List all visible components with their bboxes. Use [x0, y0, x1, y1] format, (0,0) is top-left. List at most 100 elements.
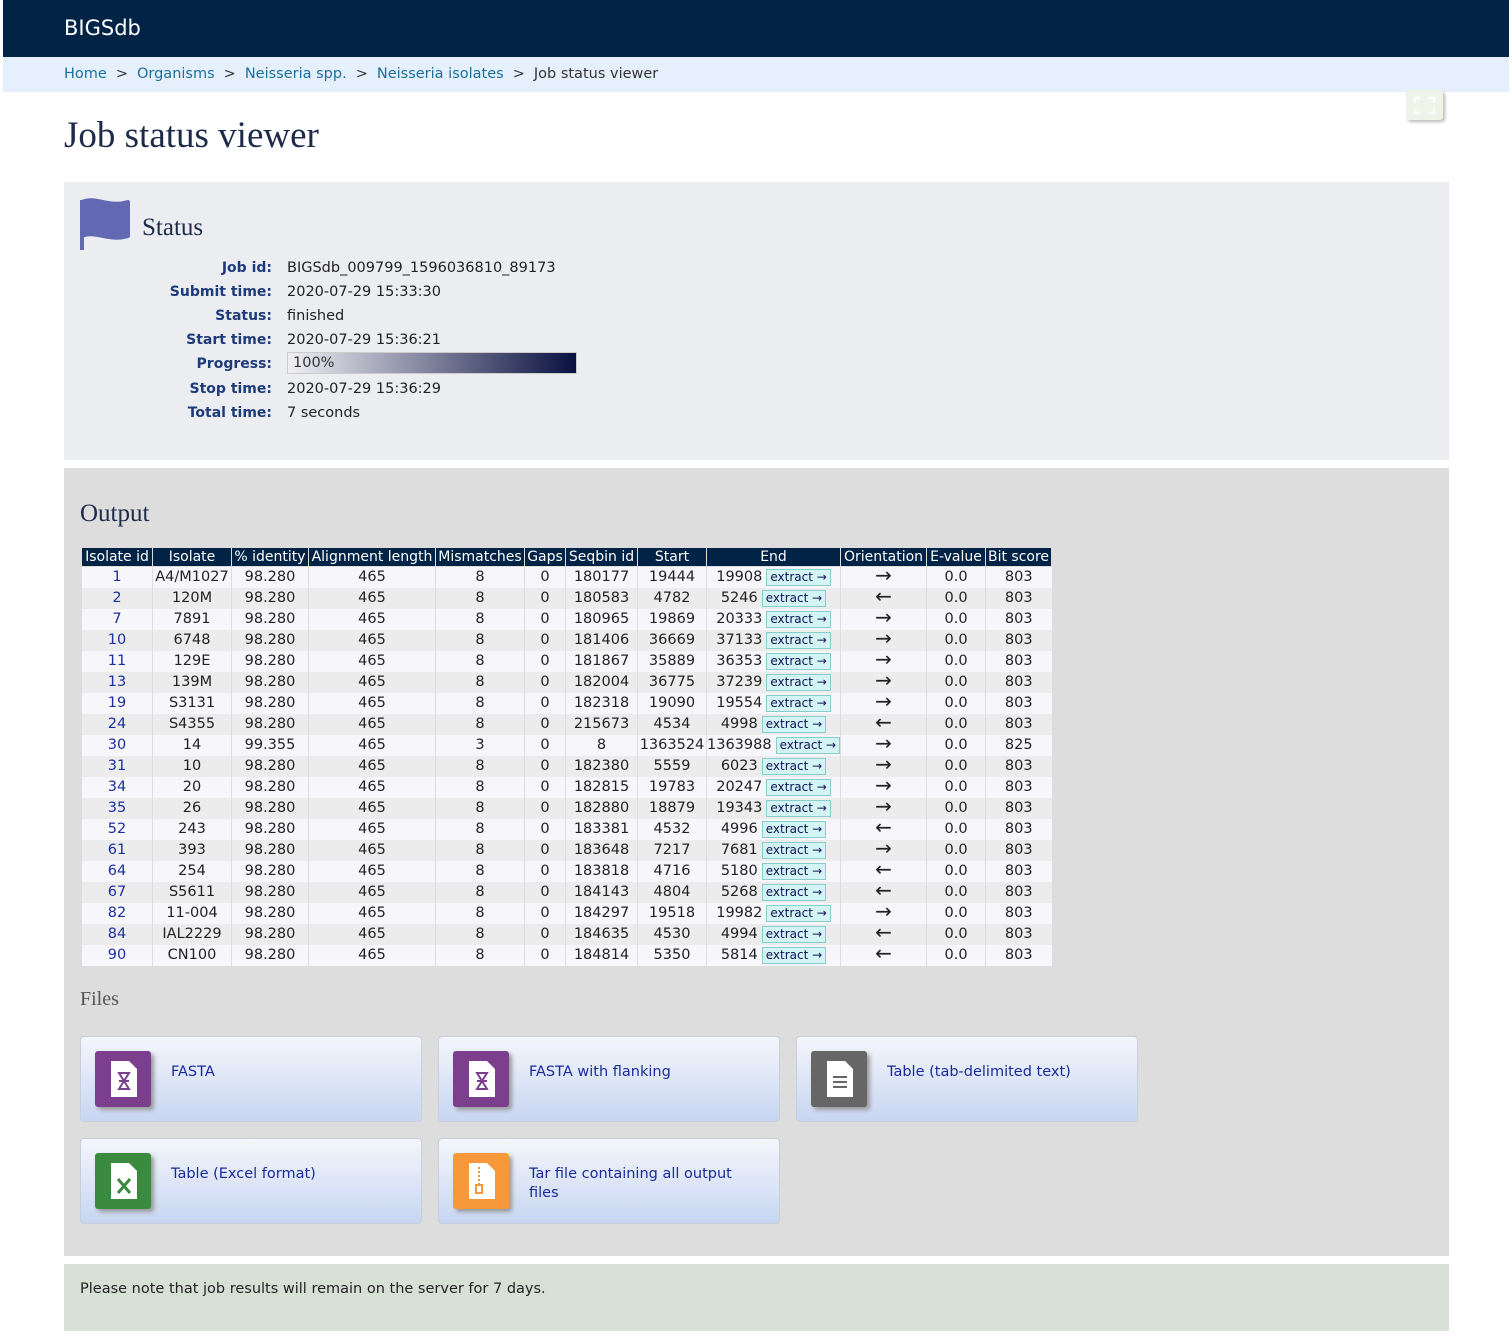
cell: 5246 extract →	[705, 587, 841, 609]
isolate-link[interactable]: 10	[107, 632, 127, 648]
extract-button[interactable]: extract →	[761, 757, 827, 775]
file-link[interactable]: FASTA with flanking	[438, 1036, 780, 1122]
cell: 11	[81, 650, 153, 672]
extract-button[interactable]: extract →	[766, 778, 831, 796]
value: 0.0	[944, 632, 968, 648]
cell: 0	[524, 923, 566, 945]
isolate-link[interactable]: 1	[112, 569, 122, 586]
cell: 465	[308, 566, 436, 588]
end-value: 19343	[716, 799, 763, 816]
cell: 4716	[637, 860, 707, 882]
extract-button[interactable]: extract →	[766, 652, 831, 670]
extract-button[interactable]: extract →	[761, 841, 827, 859]
isolate-link[interactable]: 64	[107, 863, 127, 879]
column-header: End	[705, 547, 842, 567]
isolate-link[interactable]: 52	[107, 821, 127, 837]
extract-button[interactable]: extract →	[766, 568, 831, 586]
value: 0	[540, 863, 550, 879]
isolate-link[interactable]: 34	[107, 779, 127, 795]
value: 254	[178, 863, 206, 879]
isolate-link[interactable]: 13	[107, 674, 127, 690]
value: 465	[358, 905, 386, 921]
extract-button[interactable]: extract →	[761, 946, 827, 964]
extract-button[interactable]: extract →	[766, 631, 831, 649]
extract-button[interactable]: extract →	[766, 904, 831, 922]
cell: 90	[81, 944, 153, 966]
orientation: →	[875, 773, 892, 797]
file-link[interactable]: Table (tab-delimited text)	[796, 1036, 1138, 1122]
extract-button[interactable]: extract →	[766, 673, 831, 691]
isolate-link[interactable]: 11	[107, 653, 127, 669]
value: 8	[475, 611, 485, 627]
value: 465	[358, 884, 386, 900]
cell: 182004	[565, 671, 638, 693]
extract-button[interactable]: extract →	[761, 589, 827, 607]
isolate-link[interactable]: 90	[107, 947, 127, 963]
cell: 8	[435, 755, 525, 777]
file-icon-glyph	[469, 1163, 495, 1199]
value: 98.280	[244, 947, 296, 963]
cell: 465	[308, 755, 436, 777]
cell: 5814 extract →	[705, 944, 841, 966]
cell: 465	[308, 839, 436, 861]
cell: 0	[524, 902, 566, 924]
value: 98.280	[244, 632, 296, 648]
breadcrumb-item[interactable]: Organisms	[136, 66, 215, 82]
isolate-link[interactable]: 24	[107, 716, 127, 732]
isolate-link[interactable]: 31	[107, 758, 127, 774]
cell: 19343 extract →	[705, 797, 841, 819]
breadcrumb-item[interactable]: Neisseria isolates	[376, 66, 504, 82]
cell: 7	[81, 608, 153, 630]
cell: 0.0	[926, 923, 986, 945]
extract-button[interactable]: extract →	[761, 715, 827, 733]
cell: 4530	[637, 923, 707, 945]
extract-button[interactable]: extract →	[766, 694, 831, 712]
file-link[interactable]: FASTA	[80, 1036, 422, 1122]
extract-button[interactable]: extract →	[775, 736, 841, 754]
isolate-link[interactable]: 82	[107, 905, 127, 921]
column-header: Gaps	[524, 547, 566, 567]
brand[interactable]: BIGSdb	[64, 16, 141, 40]
fullscreen-button[interactable]	[1406, 90, 1443, 120]
cell: 215673	[565, 713, 638, 735]
value: 8	[475, 590, 485, 606]
isolate-link[interactable]: 19	[107, 695, 127, 711]
cell: 0.0	[926, 650, 986, 672]
value: 8	[475, 947, 485, 963]
breadcrumb-item[interactable]: Neisseria spp.	[244, 66, 347, 82]
extract-button[interactable]: extract →	[766, 610, 831, 628]
value: 5559	[653, 758, 691, 774]
extract-button[interactable]: extract →	[761, 883, 827, 901]
value: 0.0	[944, 611, 968, 627]
extract-button[interactable]: extract →	[761, 820, 827, 838]
value: 0	[540, 926, 550, 942]
isolate-link[interactable]: 35	[107, 800, 127, 816]
file-link[interactable]: Table (Excel format)	[80, 1138, 422, 1224]
value: 465	[358, 590, 386, 606]
isolate-link[interactable]: 30	[107, 737, 127, 753]
extract-button[interactable]: extract →	[761, 862, 827, 880]
isolate-link[interactable]: 67	[107, 884, 127, 900]
value: 120M	[171, 590, 213, 606]
breadcrumb-item[interactable]: Home	[64, 66, 107, 82]
cell: 36775	[637, 671, 707, 693]
cell: →	[840, 607, 927, 630]
value: 465	[358, 632, 386, 648]
isolate-link[interactable]: 7	[112, 611, 122, 627]
isolate-link[interactable]: 2	[112, 590, 122, 606]
cell: 0.0	[926, 755, 986, 777]
isolate-link[interactable]: 61	[107, 842, 127, 858]
isolate-link[interactable]: 84	[107, 926, 127, 942]
value: 8	[475, 695, 485, 711]
file-link[interactable]: Tar file containing all output files	[438, 1138, 780, 1224]
extract-button[interactable]: extract →	[761, 925, 827, 943]
extract-button[interactable]: extract →	[766, 799, 831, 817]
cell: 0.0	[926, 944, 986, 966]
value: 0.0	[944, 800, 968, 816]
value: 98.280	[244, 821, 296, 837]
value: 4532	[653, 821, 691, 837]
cell: ←	[840, 712, 927, 735]
cell: 98.280	[231, 713, 309, 735]
value: 0.0	[944, 716, 968, 732]
